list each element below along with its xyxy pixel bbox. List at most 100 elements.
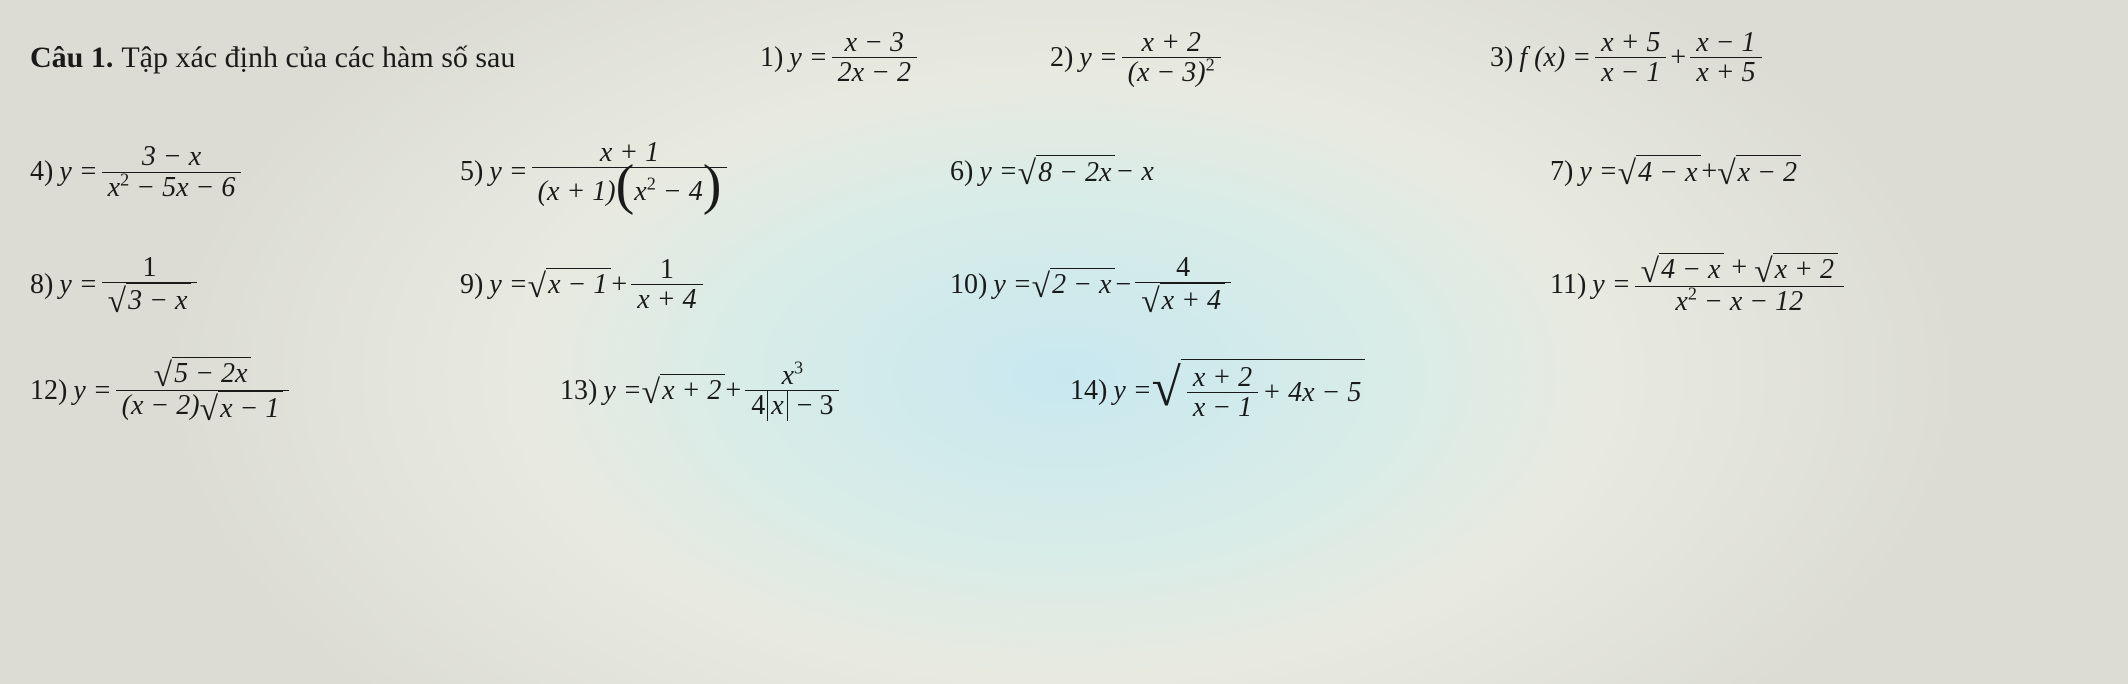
num-6: 6) bbox=[950, 156, 973, 188]
plus: + bbox=[1701, 156, 1717, 188]
radical-icon: √ bbox=[1032, 270, 1050, 304]
radical-icon: √ bbox=[1152, 361, 1181, 425]
sqrt2: √x − 2 bbox=[1717, 155, 1801, 189]
plus: + bbox=[1670, 42, 1686, 74]
denom: x − 1 bbox=[1595, 58, 1666, 87]
numer: x + 2 bbox=[1187, 363, 1258, 392]
radical-icon: √ bbox=[1754, 255, 1772, 289]
lhs: y = bbox=[1113, 375, 1151, 407]
problem-2: 2) y = x + 2 (x − 3)2 bbox=[1050, 28, 1490, 88]
row-4: 12) y = √5 − 2x (x − 2)√x − 1 13) y = √x… bbox=[30, 357, 2098, 425]
frac: x3 4x − 3 bbox=[745, 361, 839, 421]
problem-9: 9) y = √x − 1 + 1 x + 4 bbox=[460, 255, 950, 315]
radicand: x + 2 bbox=[1773, 253, 1838, 287]
denom: (x − 3)2 bbox=[1122, 58, 1221, 87]
num-8: 8) bbox=[30, 269, 53, 301]
radical-icon: √ bbox=[200, 393, 218, 427]
problem-13: 13) y = √x + 2 + x3 4x − 3 bbox=[560, 361, 1070, 421]
problem-4: 4) y = 3 − x x2 − 5x − 6 bbox=[30, 142, 460, 202]
num-10: 10) bbox=[950, 269, 987, 301]
lhs: y = bbox=[59, 156, 97, 188]
denom: (x − 2)√x − 1 bbox=[116, 391, 290, 425]
denom: 4x − 3 bbox=[745, 391, 839, 420]
radical-icon: √ bbox=[154, 359, 172, 393]
radicand: 4 − x bbox=[1659, 253, 1724, 287]
lhs: y = bbox=[993, 269, 1031, 301]
abs: x bbox=[767, 391, 787, 420]
denom: x2 − 5x − 6 bbox=[102, 173, 242, 202]
den-a: x bbox=[108, 172, 120, 203]
radical-icon: √ bbox=[1717, 157, 1735, 191]
plus: + bbox=[1724, 252, 1754, 283]
num-exp: 3 bbox=[794, 357, 803, 377]
frac: x − 3 2x − 2 bbox=[832, 28, 917, 88]
problem-12: 12) y = √5 − 2x (x − 2)√x − 1 bbox=[30, 357, 560, 425]
den-exp: 2 bbox=[647, 174, 656, 194]
problem-14: 14) y = √ x + 2 x − 1 + 4x − 5 bbox=[1070, 359, 1365, 423]
frac: 1 √3 − x bbox=[102, 253, 198, 317]
radical-icon: √ bbox=[528, 270, 546, 304]
num-13: 13) bbox=[560, 375, 597, 407]
radicand: x − 2 bbox=[1736, 155, 1801, 189]
denom: √x + 4 bbox=[1135, 283, 1231, 317]
frac: 3 − x x2 − 5x − 6 bbox=[102, 142, 242, 202]
frac: √5 − 2x (x − 2)√x − 1 bbox=[116, 357, 290, 425]
sqrt-num: √5 − 2x bbox=[154, 357, 252, 391]
problem-7: 7) y = √4 − x + √x − 2 bbox=[1550, 155, 1801, 189]
frac: x + 1 (x + 1)(x2 − 4) bbox=[532, 138, 728, 207]
minus: − bbox=[1115, 269, 1131, 301]
frac: √4 − x + √x + 2 x2 − x − 12 bbox=[1635, 253, 1844, 317]
radicand: x + 2 x − 1 + 4x − 5 bbox=[1181, 359, 1366, 423]
radical-icon: √ bbox=[108, 285, 126, 319]
num-11: 11) bbox=[1550, 269, 1586, 301]
numer: 4 bbox=[1170, 253, 1196, 282]
lhs: y = bbox=[1579, 156, 1617, 188]
radical-icon: √ bbox=[1641, 255, 1659, 289]
den-exp: 2 bbox=[120, 169, 129, 189]
lhs: y = bbox=[489, 156, 527, 188]
numer: √5 − 2x bbox=[148, 357, 258, 391]
radicand: x − 1 bbox=[546, 268, 611, 302]
denom: x2 − x − 12 bbox=[1669, 287, 1809, 316]
paren-r: ) bbox=[703, 154, 722, 216]
den-c: − 4 bbox=[656, 176, 703, 207]
den-a: x bbox=[1675, 286, 1687, 317]
numer: x − 1 bbox=[1690, 28, 1761, 57]
frac: 4 √x + 4 bbox=[1135, 253, 1231, 317]
num-3: 3) bbox=[1490, 42, 1513, 74]
frac: x + 2 (x − 3)2 bbox=[1122, 28, 1221, 88]
tail: + 4x − 5 bbox=[1262, 377, 1361, 409]
radical-icon: √ bbox=[1018, 157, 1036, 191]
lhs: y = bbox=[73, 375, 111, 407]
question-label: Câu 1. bbox=[30, 41, 113, 75]
problem-1: 1) y = x − 3 2x − 2 bbox=[760, 28, 1050, 88]
numer: 3 − x bbox=[136, 142, 207, 171]
cell-prompt: Câu 1. Tập xác định của các hàm số sau bbox=[30, 41, 760, 75]
frac2: x − 1 x + 5 bbox=[1690, 28, 1761, 88]
num-1: 1) bbox=[760, 42, 783, 74]
radicand: x + 4 bbox=[1160, 283, 1225, 317]
frac: x + 2 x − 1 bbox=[1187, 363, 1258, 423]
sqrt: √x − 1 bbox=[528, 268, 612, 302]
radicand: 8 − 2x bbox=[1036, 155, 1115, 189]
denom: 2x − 2 bbox=[832, 58, 917, 87]
problem-3: 3) f (x) = x + 5 x − 1 + x − 1 x + 5 bbox=[1490, 28, 1766, 88]
plus: + bbox=[725, 375, 741, 407]
radicand: 5 − 2x bbox=[172, 357, 251, 391]
numer: 1 bbox=[137, 253, 163, 282]
sqrt: √2 − x bbox=[1032, 268, 1116, 302]
problem-5: 5) y = x + 1 (x + 1)(x2 − 4) bbox=[460, 138, 950, 207]
denom: (x + 1)(x2 − 4) bbox=[532, 168, 728, 206]
denom: x + 5 bbox=[1690, 58, 1761, 87]
sqrt: √3 − x bbox=[108, 283, 192, 317]
lhs: y = bbox=[489, 269, 527, 301]
problem-10: 10) y = √2 − x − 4 √x + 4 bbox=[950, 253, 1550, 317]
sqrt-den: √x − 1 bbox=[200, 391, 284, 425]
numer: x − 3 bbox=[839, 28, 910, 57]
numer: √4 − x + √x + 2 bbox=[1635, 253, 1844, 287]
problem-8: 8) y = 1 √3 − x bbox=[30, 253, 460, 317]
row-3: 8) y = 1 √3 − x 9) y = √x − 1 + 1 x + 4 … bbox=[30, 253, 2098, 317]
row-header: Câu 1. Tập xác định của các hàm số sau 1… bbox=[30, 28, 2098, 88]
problem-6: 6) y = √8 − 2x − x bbox=[950, 155, 1550, 189]
den-a: 4 bbox=[751, 390, 765, 421]
